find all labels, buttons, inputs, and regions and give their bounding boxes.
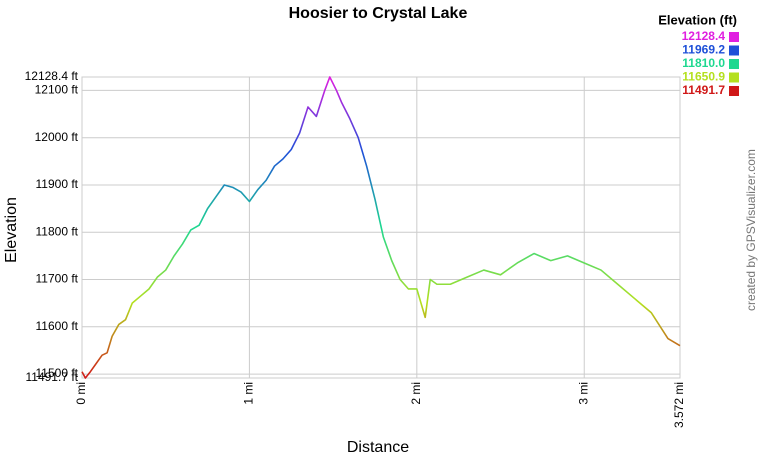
chart-title: Hoosier to Crystal Lake: [289, 5, 468, 22]
y-tick-label: 11600 ft: [36, 319, 79, 333]
y-tick-label: 11700 ft: [36, 272, 79, 286]
x-tick-label: 3 mi: [576, 382, 590, 405]
legend-swatch: [729, 72, 739, 83]
legend-swatch: [729, 32, 739, 42]
y-tick-label: 11900 ft: [36, 177, 79, 191]
x-tick-label: 1 mi: [242, 382, 256, 405]
x-tick-label: 2 mi: [409, 382, 423, 405]
y-tick-label: 11500 ft: [36, 366, 79, 380]
legend-label: 11491.7: [682, 83, 725, 97]
legend-label: 12128.4: [682, 29, 726, 43]
y-tick-label: 12100 ft: [35, 83, 79, 97]
y-axis-label: Elevation: [3, 197, 20, 263]
legend-title: Elevation (ft): [658, 12, 737, 27]
legend-swatch: [729, 59, 739, 69]
y-tick-label: 12128.4 ft: [25, 69, 79, 83]
elevation-line: [81, 76, 681, 379]
legend-label: 11650.9: [682, 70, 725, 84]
legend-swatch: [729, 45, 739, 56]
y-tick-label: 11800 ft: [36, 224, 79, 238]
legend-label: 11969.2: [682, 43, 725, 57]
y-tick-label: 11491.7 ft: [26, 370, 79, 384]
x-axis-label: Distance: [347, 439, 409, 456]
x-tick-label: 0 mi: [74, 382, 88, 405]
legend-label: 11810.0: [682, 56, 725, 70]
credit: created by GPSVisualizer.com: [744, 149, 758, 311]
y-tick-label: 12000 ft: [35, 130, 79, 144]
legend-swatch: [729, 86, 739, 96]
x-tick-label: 3.572 mi: [672, 382, 686, 428]
